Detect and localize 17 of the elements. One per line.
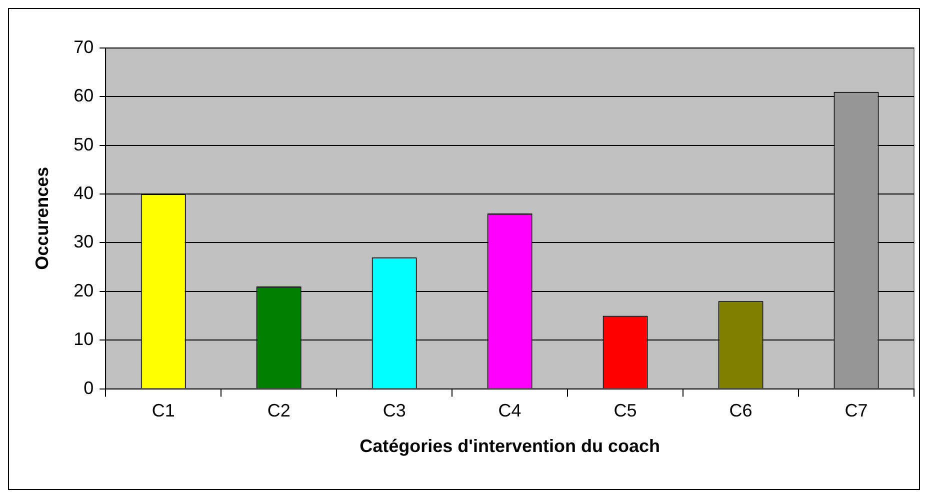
y-tick-label: 60 — [74, 86, 94, 106]
x-tick-label: C4 — [498, 400, 522, 421]
x-tick-label: C1 — [152, 400, 175, 421]
y-tick-label: 70 — [74, 36, 94, 57]
y-axis-title: Occurences — [32, 166, 52, 270]
x-axis-title: Catégories d'intervention du coach — [360, 436, 660, 456]
y-tick-label: 30 — [74, 232, 94, 252]
x-tick-label: C6 — [729, 400, 752, 421]
y-tick-label: 40 — [74, 183, 94, 204]
y-tick-label: 10 — [74, 329, 94, 350]
y-tick-label: 50 — [74, 134, 94, 154]
x-tick-label: C2 — [267, 400, 290, 421]
x-tick-label: C5 — [614, 400, 637, 421]
y-tick-label: 20 — [74, 280, 94, 300]
y-tick-label: 0 — [84, 378, 94, 398]
x-tick-label: C7 — [844, 400, 868, 421]
x-tick-label: C3 — [382, 400, 406, 421]
